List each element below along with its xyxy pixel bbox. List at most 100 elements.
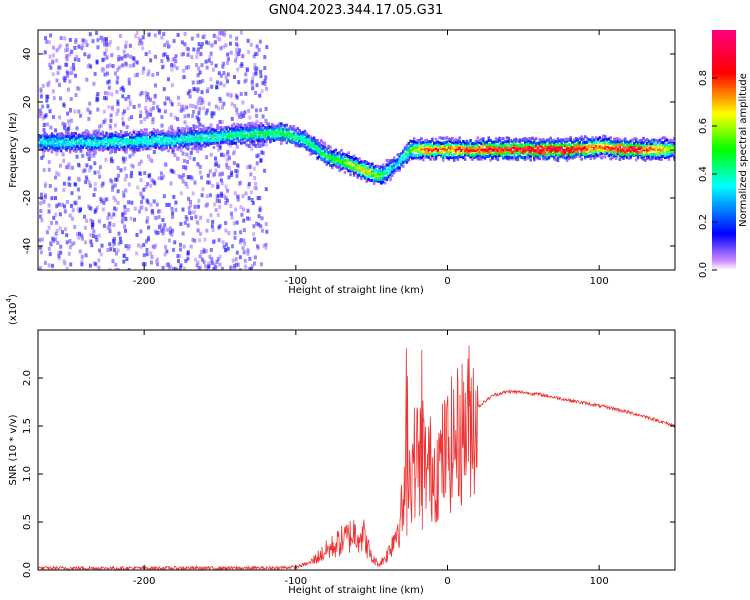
- spectrogram-noise-cell: [139, 192, 143, 197]
- spectrogram-cell: [298, 139, 301, 143]
- spectrogram-noise-cell: [141, 70, 145, 75]
- spectrogram-cell: [569, 150, 572, 154]
- spectrogram-noise-cell: [88, 168, 92, 173]
- spectrogram-noise-cell: [233, 74, 237, 79]
- spectrogram-cell: [196, 130, 199, 134]
- spectrogram-cell: [598, 150, 602, 154]
- spectrogram-noise-cell: [165, 40, 169, 45]
- spectrogram-noise-cell: [45, 94, 49, 99]
- spectrogram-cell: [136, 133, 139, 137]
- spectrogram-cell: [103, 134, 107, 138]
- spectrogram-noise-cell: [144, 52, 148, 57]
- spectrogram-cell: [116, 137, 119, 141]
- spectrogram-noise-cell: [255, 51, 259, 56]
- spectrogram-cell: [79, 146, 83, 150]
- spectrogram-cell: [584, 135, 587, 139]
- spectrogram-cell: [458, 146, 461, 150]
- spectrogram-cell: [604, 150, 607, 154]
- spectrogram-cell: [425, 138, 429, 142]
- spectrogram-cell: [456, 157, 460, 161]
- spectrogram-cell: [427, 145, 430, 149]
- spectrogram-cell: [50, 150, 54, 154]
- spectrogram-noise-cell: [235, 42, 239, 47]
- spectrogram-cell: [560, 138, 563, 142]
- spectrogram-noise-cell: [224, 221, 228, 226]
- spectrogram-noise-cell: [263, 168, 267, 173]
- spectrogram-noise-cell: [234, 262, 238, 267]
- spectrogram-noise-cell: [65, 199, 69, 204]
- spectrogram-noise-cell: [182, 68, 186, 73]
- spectrogram-noise-cell: [95, 60, 99, 65]
- spectrogram-cell: [374, 178, 378, 182]
- spectrogram-noise-cell: [145, 247, 149, 252]
- spectrogram-noise-cell: [186, 175, 190, 180]
- colorbar-tick-label: 0.6: [698, 118, 709, 134]
- spectrogram-noise-cell: [148, 50, 152, 55]
- spectrogram-cell: [374, 164, 378, 168]
- spectrogram-noise-cell: [203, 264, 207, 269]
- spectrogram-cell: [431, 137, 434, 141]
- spectrogram-cell: [267, 137, 270, 141]
- spectrogram-cell: [496, 151, 500, 155]
- spectrogram-noise-cell: [186, 159, 190, 164]
- spectrogram-cell: [99, 143, 103, 147]
- spectrogram-cell: [522, 156, 525, 160]
- spectrogram-cell: [389, 161, 392, 165]
- spectrogram-cell: [472, 155, 476, 159]
- spectrogram-cell: [647, 148, 651, 152]
- spectrogram-noise-cell: [131, 56, 135, 61]
- spectrogram-noise-cell: [225, 61, 229, 66]
- spectrogram-cell: [445, 146, 449, 150]
- spectrogram-cell: [594, 136, 598, 140]
- spectrogram-noise-cell: [226, 246, 230, 251]
- spectrogram-noise-cell: [256, 196, 260, 201]
- spectrogram-cell: [505, 145, 509, 149]
- spectrogram-cell: [416, 144, 420, 148]
- spectrogram-cell: [414, 140, 418, 144]
- spectrogram-cell: [625, 153, 629, 157]
- spectrogram-noise-cell: [155, 105, 159, 110]
- spectrogram-cell: [185, 146, 188, 150]
- spectrogram-cell: [529, 158, 532, 162]
- spectrogram-noise-cell: [186, 256, 190, 261]
- spectrogram-cell: [434, 141, 438, 145]
- spectrogram-noise-cell: [183, 114, 187, 119]
- spectrogram-cell: [165, 139, 168, 143]
- spectrogram-cell: [181, 145, 185, 149]
- spectrogram-cell: [600, 156, 603, 160]
- spectrogram-cell: [553, 143, 556, 147]
- spectrogram-cell: [170, 127, 174, 131]
- spectrogram-cell: [311, 151, 314, 155]
- spectrogram-noise-cell: [158, 108, 162, 113]
- spectrogram-noise-cell: [80, 262, 84, 267]
- spectrogram-cell: [647, 139, 651, 143]
- spectrogram-noise-cell: [264, 118, 268, 123]
- spectrogram-cell: [358, 161, 361, 165]
- spectrogram-cell: [83, 141, 86, 145]
- spectrogram-noise-cell: [102, 200, 106, 205]
- spectrogram-noise-cell: [179, 191, 183, 196]
- spectrogram-cell: [609, 157, 612, 161]
- spectrogram-cell: [96, 144, 99, 148]
- x-tick-label: 0: [444, 576, 450, 587]
- spectrogram-cell: [412, 148, 416, 152]
- spectrogram-cell: [141, 147, 145, 151]
- spectrogram-noise-cell: [101, 57, 105, 62]
- spectrogram-noise-cell: [199, 215, 203, 220]
- spectrogram-noise-cell: [147, 174, 151, 179]
- spectrogram-cell: [380, 169, 383, 173]
- spectrogram-cell: [660, 143, 663, 147]
- spectrogram-cell: [70, 137, 74, 141]
- spectrogram-cell: [41, 143, 45, 147]
- spectrogram-noise-cell: [80, 46, 84, 51]
- spectrogram-cell: [52, 134, 56, 138]
- spectrogram-noise-cell: [132, 104, 136, 109]
- spectrogram-noise-cell: [58, 144, 62, 149]
- spectrogram-cell: [309, 143, 312, 147]
- spectrogram-cell: [45, 136, 48, 140]
- spectrogram-cell: [662, 154, 665, 158]
- spectrogram-noise-cell: [173, 153, 177, 158]
- spectrogram-cell: [434, 152, 438, 156]
- spectrogram-cell: [116, 146, 119, 150]
- spectrogram-cell: [311, 137, 314, 141]
